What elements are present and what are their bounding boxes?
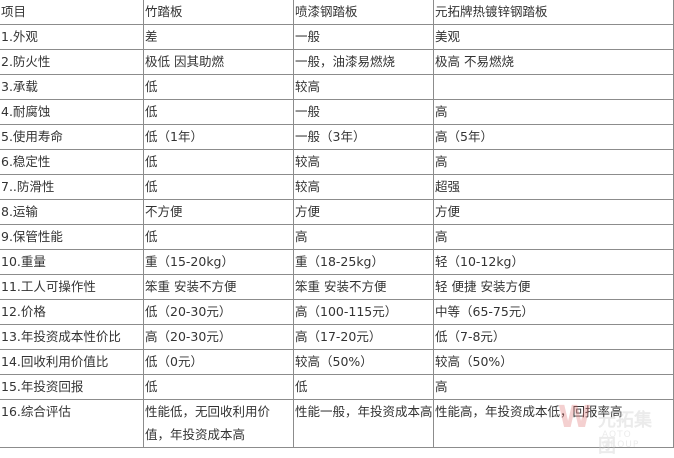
table-cell: 笨重 安装不方便 [293, 274, 434, 300]
table-cell: 不方便 [143, 199, 294, 225]
table-cell: 低（1年） [143, 124, 294, 150]
table-cell: 较高 [293, 74, 434, 100]
table-cell: 美观 [433, 24, 674, 50]
table-row: 15.年投资回报低低高 [0, 374, 674, 400]
table-cell: 轻（10-12kg） [433, 249, 674, 275]
table-cell: 低 [143, 74, 294, 100]
row-label: 8.运输 [0, 199, 144, 225]
table-row: 6.稳定性低较高高 [0, 149, 674, 175]
table-cell: 低 [143, 224, 294, 250]
table-cell: 高（5年） [433, 124, 674, 150]
table-cell: 高 [293, 224, 434, 250]
table-cell: 低 [143, 374, 294, 400]
table-header-row: 项目 竹踏板 喷漆钢踏板 元拓牌热镀锌钢踏板 [0, 0, 674, 25]
table-cell: 高（100-115元） [293, 299, 434, 325]
table-cell: 高 [433, 149, 674, 175]
row-label: 4.耐腐蚀 [0, 99, 144, 125]
column-header: 元拓牌热镀锌钢踏板 [433, 0, 674, 25]
row-label: 2.防火性 [0, 49, 144, 75]
row-label: 7..防滑性 [0, 174, 144, 200]
table-cell: 低 [293, 374, 434, 400]
table-row: 11.工人可操作性 笨重 安装不方便 笨重 安装不方便轻 便捷 安装方便 [0, 274, 674, 300]
table-row: 13.年投资成本性价比 高（20-30元） 高（17-20元） 低（7-8元） [0, 324, 674, 350]
table-cell: 高 [433, 374, 674, 400]
table-row: 10.重量 重（15-20kg） 重（18-25kg） 轻（10-12kg） [0, 249, 674, 275]
table-cell: 方便 [293, 199, 434, 225]
table-row: 8.运输 不方便 方便 方便 [0, 199, 674, 225]
table-row: 12.价格 低（20-30元） 高（100-115元） 中等（65-75元） [0, 299, 674, 325]
table-row: 9.保管性能低高高 [0, 224, 674, 250]
row-label: 15.年投资回报 [0, 374, 144, 400]
table-cell: 重（18-25kg） [293, 249, 434, 275]
row-label: 12.价格 [0, 299, 144, 325]
row-label: 6.稳定性 [0, 149, 144, 175]
table-cell: 较高 [293, 149, 434, 175]
table-cell: 极高 不易燃烧 [433, 49, 674, 75]
row-label: 11.工人可操作性 [0, 274, 144, 300]
table-cell: 轻 便捷 安装方便 [433, 274, 674, 300]
comparison-table: 项目 竹踏板 喷漆钢踏板 元拓牌热镀锌钢踏板 1.外观差一般 美观 2.防火性 极低 因其助燃… [0, 0, 674, 448]
table-cell: 较高（50%） [293, 349, 434, 375]
row-label: 10.重量 [0, 249, 144, 275]
row-label: 14.回收利用价值比 [0, 349, 144, 375]
row-label: 5.使用寿命 [0, 124, 144, 150]
table-cell: 低 [143, 99, 294, 125]
table-cell: 重（15-20kg） [143, 249, 294, 275]
table-row: 14.回收利用价值比 低（0元） 较高（50%） 较高（50%） [0, 349, 674, 375]
table-cell: 低 [143, 174, 294, 200]
row-label: 3.承载 [0, 74, 144, 100]
table-cell: 笨重 安装不方便 [143, 274, 294, 300]
table-cell: 性能高，年投资成本低，回报率高 [433, 399, 674, 448]
table-cell: 高（20-30元） [143, 324, 294, 350]
table-cell: 方便 [433, 199, 674, 225]
table-cell: 低 [143, 149, 294, 175]
row-label: 16.综合评估 [0, 399, 144, 448]
row-label: 1.外观 [0, 24, 144, 50]
column-header: 竹踏板 [143, 0, 294, 25]
table-row: 2.防火性 极低 因其助燃 一般，油漆易燃烧 极高 不易燃烧 [0, 49, 674, 75]
table-cell: 中等（65-75元） [433, 299, 674, 325]
table-cell: 一般 [293, 99, 434, 125]
table-cell: 高 [433, 99, 674, 125]
row-label: 13.年投资成本性价比 [0, 324, 144, 350]
table-row: 5.使用寿命 低（1年） 一般（3年） 高（5年） [0, 124, 674, 150]
table-cell: 低（7-8元） [433, 324, 674, 350]
table-cell: 高 [433, 224, 674, 250]
table-cell: 极低 因其助燃 [143, 49, 294, 75]
table-cell: 一般（3年） [293, 124, 434, 150]
table-row: 4.耐腐蚀低一般高 [0, 99, 674, 125]
table-row: 16.综合评估 性能低，无回收利用价值，年投资成本高 性能一般，年投资成本高 性能高，… [0, 399, 674, 448]
table-row: 7..防滑性低较高 超强 [0, 174, 674, 200]
table-cell: 一般 [293, 24, 434, 50]
table-cell: 超强 [433, 174, 674, 200]
table-cell: 较高 [293, 174, 434, 200]
table-cell: 较高（50%） [433, 349, 674, 375]
table-cell: 低（20-30元） [143, 299, 294, 325]
table-row: 1.外观差一般 美观 [0, 24, 674, 50]
table-cell: 一般，油漆易燃烧 [293, 49, 434, 75]
row-label: 9.保管性能 [0, 224, 144, 250]
column-header: 项目 [0, 0, 144, 25]
table-cell: 性能一般，年投资成本高 [293, 399, 434, 448]
table-cell: 低（0元） [143, 349, 294, 375]
table-cell: 性能低，无回收利用价值，年投资成本高 [143, 399, 294, 448]
table-cell [433, 74, 674, 100]
table-cell: 差 [143, 24, 294, 50]
table-cell: 高（17-20元） [293, 324, 434, 350]
table-row: 3.承载低较高 [0, 74, 674, 100]
column-header: 喷漆钢踏板 [293, 0, 434, 25]
